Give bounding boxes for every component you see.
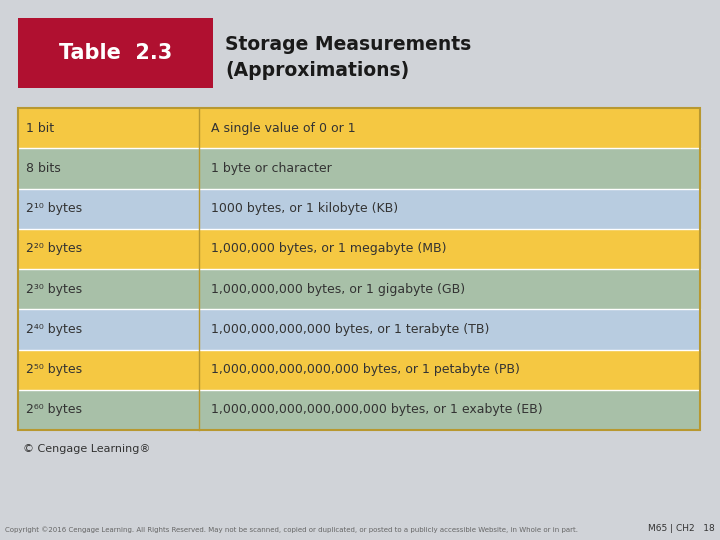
Text: 8 bits: 8 bits bbox=[26, 162, 60, 175]
Text: 1,000,000,000,000,000,000 bytes, or 1 exabyte (EB): 1,000,000,000,000,000,000 bytes, or 1 ex… bbox=[211, 403, 542, 416]
Text: 2⁵⁰ bytes: 2⁵⁰ bytes bbox=[26, 363, 82, 376]
Bar bbox=[18, 108, 700, 148]
Bar bbox=[18, 390, 700, 430]
Text: 1,000,000 bytes, or 1 megabyte (MB): 1,000,000 bytes, or 1 megabyte (MB) bbox=[211, 242, 446, 255]
Text: A single value of 0 or 1: A single value of 0 or 1 bbox=[211, 122, 356, 134]
Text: © Cengage Learning®: © Cengage Learning® bbox=[23, 444, 150, 454]
Bar bbox=[18, 269, 700, 309]
Bar bbox=[18, 188, 700, 229]
Text: 1 byte or character: 1 byte or character bbox=[211, 162, 331, 175]
Text: Copyright ©2016 Cengage Learning. All Rights Reserved. May not be scanned, copie: Copyright ©2016 Cengage Learning. All Ri… bbox=[5, 526, 578, 533]
Text: Storage Measurements
(Approximations): Storage Measurements (Approximations) bbox=[225, 35, 472, 80]
Text: 1000 bytes, or 1 kilobyte (KB): 1000 bytes, or 1 kilobyte (KB) bbox=[211, 202, 398, 215]
Text: 2⁴⁰ bytes: 2⁴⁰ bytes bbox=[26, 323, 82, 336]
Text: 1,000,000,000,000 bytes, or 1 terabyte (TB): 1,000,000,000,000 bytes, or 1 terabyte (… bbox=[211, 323, 489, 336]
Text: 2⁶⁰ bytes: 2⁶⁰ bytes bbox=[26, 403, 82, 416]
Text: 1,000,000,000,000,000 bytes, or 1 petabyte (PB): 1,000,000,000,000,000 bytes, or 1 petaby… bbox=[211, 363, 520, 376]
Text: 2¹⁰ bytes: 2¹⁰ bytes bbox=[26, 202, 82, 215]
Text: 1 bit: 1 bit bbox=[26, 122, 54, 134]
Text: 2³⁰ bytes: 2³⁰ bytes bbox=[26, 282, 82, 295]
Text: M65 | CH2   18: M65 | CH2 18 bbox=[648, 524, 715, 533]
Bar bbox=[18, 18, 213, 88]
Bar bbox=[18, 108, 700, 430]
Text: 2²⁰ bytes: 2²⁰ bytes bbox=[26, 242, 82, 255]
Bar bbox=[18, 309, 700, 349]
Bar bbox=[18, 148, 700, 188]
Text: Table  2.3: Table 2.3 bbox=[59, 43, 172, 63]
Text: 1,000,000,000 bytes, or 1 gigabyte (GB): 1,000,000,000 bytes, or 1 gigabyte (GB) bbox=[211, 282, 465, 295]
Bar bbox=[18, 349, 700, 390]
Bar bbox=[18, 229, 700, 269]
